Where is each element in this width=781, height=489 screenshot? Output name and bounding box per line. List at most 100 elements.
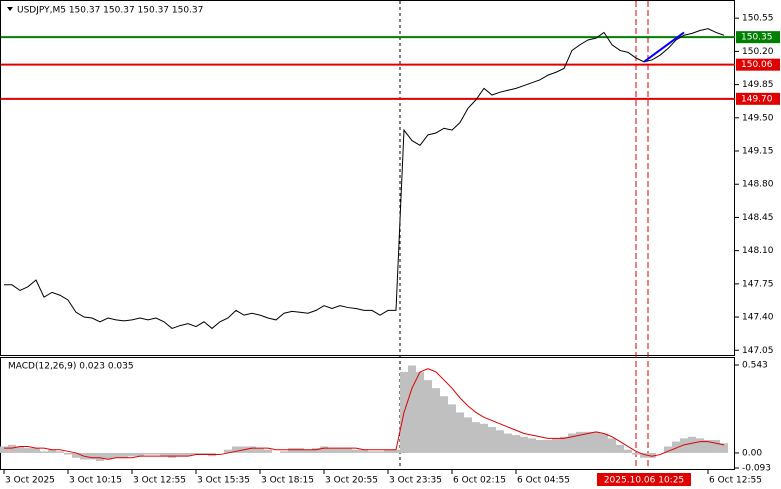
x-tick-label: 3 Oct 20:55 [325, 476, 378, 486]
histogram-bar [128, 452, 136, 457]
histogram-bar [688, 436, 696, 453]
y-tick-label: 0.543 [742, 361, 768, 371]
histogram-bar [680, 438, 688, 453]
price-header: USDJPY,M5 150.37 150.37 150.37 150.37 [17, 6, 203, 16]
macd-header: MACD(12,26,9) 0.023 0.035 [8, 362, 134, 372]
histogram-bar [624, 449, 632, 453]
histogram-bar [296, 448, 304, 453]
histogram-bar [696, 438, 704, 453]
histogram-bar [408, 365, 416, 453]
histogram-bar [192, 452, 200, 455]
histogram-bar [648, 452, 656, 458]
histogram-bar [136, 452, 144, 457]
histogram-bar [224, 449, 232, 453]
histogram-bar [392, 449, 400, 453]
histogram-bar [328, 448, 336, 453]
histogram-bar [416, 371, 424, 453]
histogram-bar [504, 433, 512, 453]
histogram-bar [632, 452, 640, 455]
y-tick-label: 148.45 [742, 213, 774, 223]
histogram-bar [616, 444, 624, 453]
histogram-bar [352, 449, 360, 453]
histogram-bar [424, 380, 432, 453]
histogram-bar [432, 388, 440, 453]
histogram-bar [608, 438, 616, 453]
histogram-bar [232, 446, 240, 453]
y-tick-label: -0.093 [742, 464, 771, 474]
histogram-bar [384, 449, 392, 453]
histogram-bar [664, 446, 672, 453]
y-tick-label: 149.50 [742, 113, 774, 123]
histogram-bar [184, 452, 192, 457]
histogram-bar [248, 446, 256, 453]
histogram-bar [168, 452, 176, 458]
histogram-bar [480, 423, 488, 453]
histogram-bar [584, 431, 592, 453]
y-tick-label: 148.10 [742, 246, 774, 256]
histogram-bar [496, 430, 504, 453]
histogram-bar [160, 452, 168, 457]
histogram-bar [304, 449, 312, 453]
menu-icon [7, 7, 13, 11]
x-tick-label: 3 Oct 12:55 [133, 476, 186, 486]
level-label-box [736, 92, 780, 105]
x-tick-label: 3 Oct 2025 [5, 476, 55, 486]
histogram-bar [280, 451, 288, 453]
level-label: 150.06 [741, 60, 773, 70]
histogram-bar [64, 452, 72, 455]
cursor-label: 2025.10.06 10:25 [604, 476, 684, 486]
histogram-bar [48, 449, 56, 453]
level-label-box [736, 31, 780, 44]
histogram-bar [104, 452, 112, 460]
histogram-bar [288, 448, 296, 453]
histogram-bar [40, 451, 48, 453]
y-tick-label: 150.20 [742, 47, 774, 57]
y-tick-label: 147.05 [742, 346, 774, 356]
histogram-bar [344, 448, 352, 453]
histogram-bar [592, 431, 600, 453]
histogram-bar [640, 452, 648, 458]
histogram-bar [152, 452, 160, 455]
histogram-bar [16, 446, 24, 453]
histogram-bar [360, 449, 368, 453]
price-panel [0, 0, 735, 356]
histogram-bar [112, 452, 120, 458]
level-label-box [736, 58, 780, 71]
histogram-bar [464, 417, 472, 453]
histogram-bar [376, 451, 384, 453]
histogram-bar [512, 435, 520, 453]
histogram-bar [672, 441, 680, 453]
y-tick-label: 150.55 [742, 14, 774, 24]
histogram-bar [704, 439, 712, 453]
histogram-bar [120, 452, 128, 458]
histogram-bar [552, 438, 560, 453]
y-tick-label: 148.80 [742, 180, 774, 190]
histogram-bar [96, 452, 104, 462]
histogram-bar [448, 404, 456, 453]
level-label: 149.70 [741, 94, 773, 104]
histogram-bar [568, 433, 576, 453]
cursor-label-box [597, 473, 691, 486]
histogram-bar [488, 427, 496, 453]
histogram-bar [0, 446, 8, 453]
level-label: 150.35 [741, 33, 773, 43]
x-tick-label: 6 Oct 04:55 [517, 476, 570, 486]
trend-line [643, 31, 685, 63]
histogram-bar [440, 396, 448, 453]
histogram-bar [576, 431, 584, 453]
x-tick-label: 3 Oct 18:15 [261, 476, 314, 486]
histogram-bar [144, 452, 152, 455]
histogram-bar [544, 439, 552, 453]
histogram-bar [456, 412, 464, 453]
histogram-bar [472, 422, 480, 453]
x-tick-label: 6 Oct 12:55 [709, 476, 762, 486]
y-tick-label: 147.75 [742, 279, 774, 289]
signal-line [4, 368, 725, 460]
histogram-bar [88, 452, 96, 460]
histogram-bar [24, 448, 32, 453]
histogram-bar [256, 448, 264, 453]
histogram-bar [528, 438, 536, 453]
histogram-bar [536, 439, 544, 453]
histogram-bar [32, 448, 40, 453]
